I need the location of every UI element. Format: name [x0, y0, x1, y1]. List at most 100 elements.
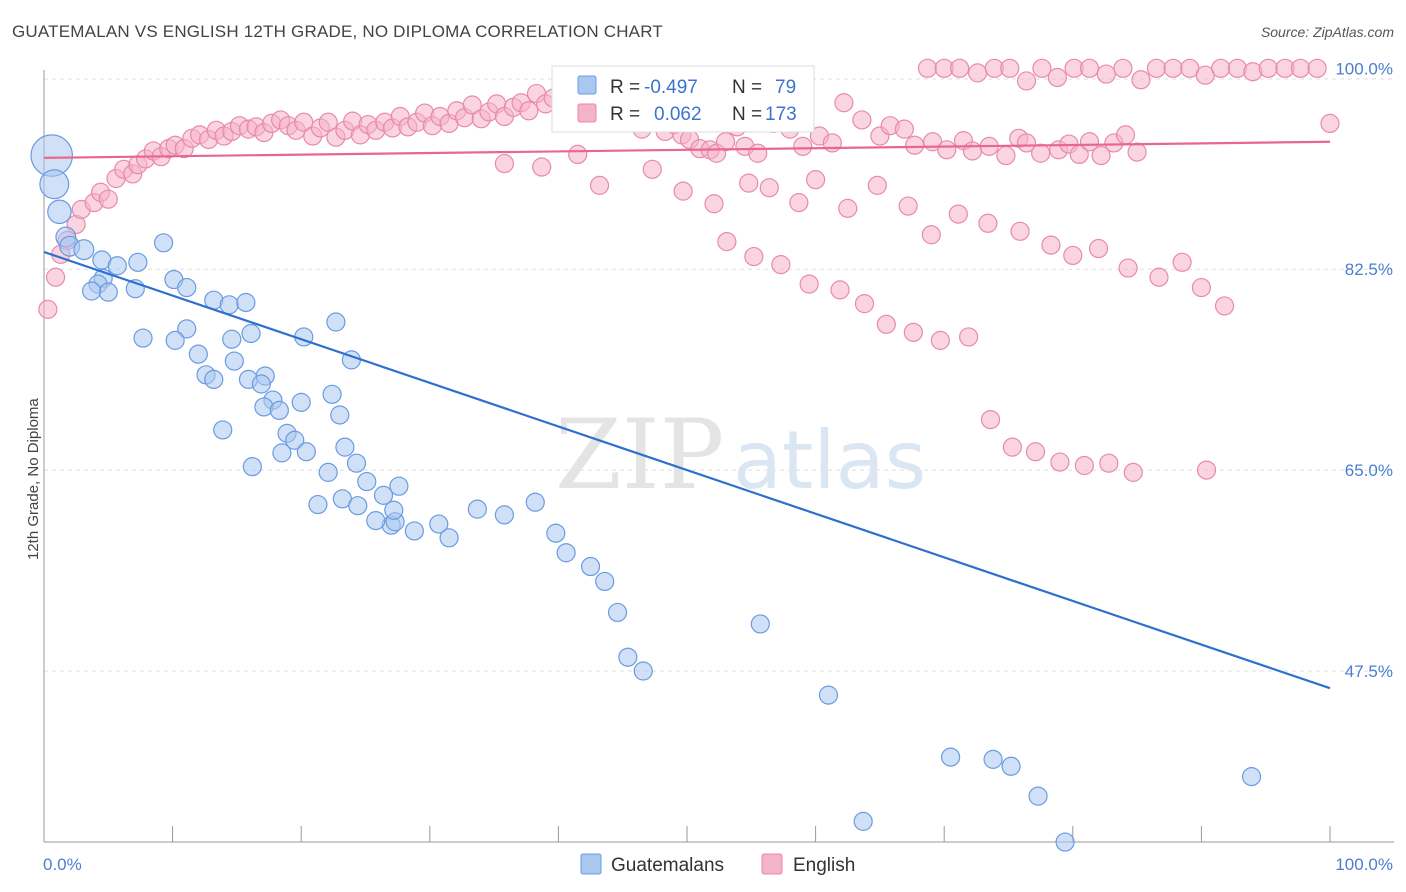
english-point — [1211, 58, 1231, 78]
guatemalan-point — [326, 312, 346, 332]
guatemalan-point — [269, 400, 289, 421]
guatemalan-point — [618, 647, 638, 667]
english-point — [294, 112, 314, 132]
english-point — [852, 110, 872, 130]
y-tick-label: 65.0% — [1345, 461, 1393, 480]
guatemalan-point — [357, 471, 377, 492]
english-point — [1191, 277, 1212, 298]
english-point — [834, 93, 854, 113]
english-point — [744, 246, 764, 267]
y-tick-label: 82.5% — [1345, 260, 1393, 279]
guatemalan-point — [318, 462, 338, 482]
english-point — [1149, 267, 1169, 287]
chart-title: GUATEMALAN VS ENGLISH 12TH GRADE, NO DIP… — [12, 22, 663, 41]
english-point — [996, 145, 1016, 166]
english-point — [717, 232, 737, 252]
english-point — [805, 170, 826, 190]
guatemalan-point — [81, 281, 102, 301]
guatemalan-point — [177, 319, 197, 339]
guatemalan-point — [983, 749, 1003, 769]
guatemalan-point — [429, 514, 449, 534]
english-point — [715, 132, 736, 152]
guatemalan-point — [219, 295, 239, 315]
stats-swatch-english — [577, 103, 597, 123]
english-point — [930, 330, 950, 350]
english-point — [673, 181, 693, 201]
y-axis-label: 12th Grade, No Diploma — [25, 398, 42, 560]
guatemalan-point — [285, 430, 305, 450]
guatemalan-point — [595, 571, 615, 592]
guatemalan-point — [213, 420, 233, 440]
guatemalan-point — [750, 614, 770, 634]
english-point — [898, 196, 918, 216]
english-point — [1041, 235, 1061, 255]
chart-source: Source: ZipAtlas.com — [1260, 24, 1394, 40]
guatemalan-point — [128, 252, 148, 272]
guatemalan-point — [133, 328, 153, 348]
trend-lines — [43, 140, 1331, 690]
y-tick-labels: 47.5% 65.0% 82.5% 100.0% — [1335, 59, 1393, 681]
guatemalan-point — [335, 437, 355, 457]
guatemalan-point — [546, 523, 566, 543]
guatemalan-trend-line — [43, 250, 1331, 690]
guatemalan-point — [39, 169, 70, 200]
english-point — [568, 144, 588, 164]
english-point — [894, 119, 914, 139]
stats-swatch-guatemalans — [577, 75, 597, 95]
english-point — [1320, 113, 1340, 134]
english-point — [519, 101, 539, 121]
english-point — [1290, 58, 1311, 78]
english-point — [962, 141, 983, 161]
guatemalan-point — [322, 384, 342, 404]
x-tick-label-min: 0.0% — [43, 855, 82, 874]
guatemalan-point — [251, 374, 271, 394]
guatemalan-point — [204, 369, 224, 390]
guatemalan-point — [272, 443, 292, 463]
english-point — [1031, 143, 1051, 163]
english-point — [789, 193, 809, 213]
english-point — [1063, 245, 1083, 266]
english-point — [799, 274, 819, 294]
guatemalan-point — [607, 602, 628, 623]
english-point — [959, 327, 979, 347]
axes — [43, 70, 1394, 843]
guatemalan-point — [1241, 767, 1262, 787]
english-point — [1214, 296, 1235, 316]
english-point — [948, 204, 968, 224]
english-point — [1091, 145, 1111, 166]
guatemalan-point — [941, 747, 961, 767]
english-point — [854, 294, 875, 314]
english-point — [830, 280, 850, 300]
english-point — [1047, 67, 1067, 88]
stats-r-label-guatemalans: R = — [610, 77, 640, 98]
english-point — [1258, 58, 1278, 78]
english-point — [771, 255, 791, 275]
english-point — [1088, 238, 1109, 259]
guatemalan-point — [494, 505, 514, 525]
english-point — [1000, 58, 1020, 78]
english-point — [1118, 258, 1138, 278]
guatemalan-point — [1001, 756, 1021, 776]
english-point — [822, 133, 842, 153]
guatemalan-point — [153, 233, 174, 253]
stats-n-value-guatemalans: 79 — [775, 77, 796, 98]
english-point — [937, 140, 957, 160]
english-point — [739, 173, 759, 193]
english-point — [1074, 455, 1094, 476]
english-point — [978, 213, 998, 233]
guatemalan-point — [236, 292, 256, 313]
guatemalan-point — [556, 543, 576, 563]
stats-n-label-guatemalans: N = — [732, 77, 762, 98]
english-point — [980, 409, 1001, 430]
english-point — [1016, 71, 1037, 91]
english-point — [589, 175, 610, 195]
guatemalan-points — [30, 134, 1262, 852]
guatemalan-point — [73, 239, 95, 261]
english-point — [968, 63, 988, 83]
english-point — [867, 175, 887, 195]
guatemalan-point — [1028, 786, 1048, 806]
watermark: ZIP atlas — [555, 399, 926, 511]
guatemalan-point — [818, 685, 839, 705]
english-point — [1131, 70, 1151, 90]
english-point — [1016, 133, 1037, 153]
